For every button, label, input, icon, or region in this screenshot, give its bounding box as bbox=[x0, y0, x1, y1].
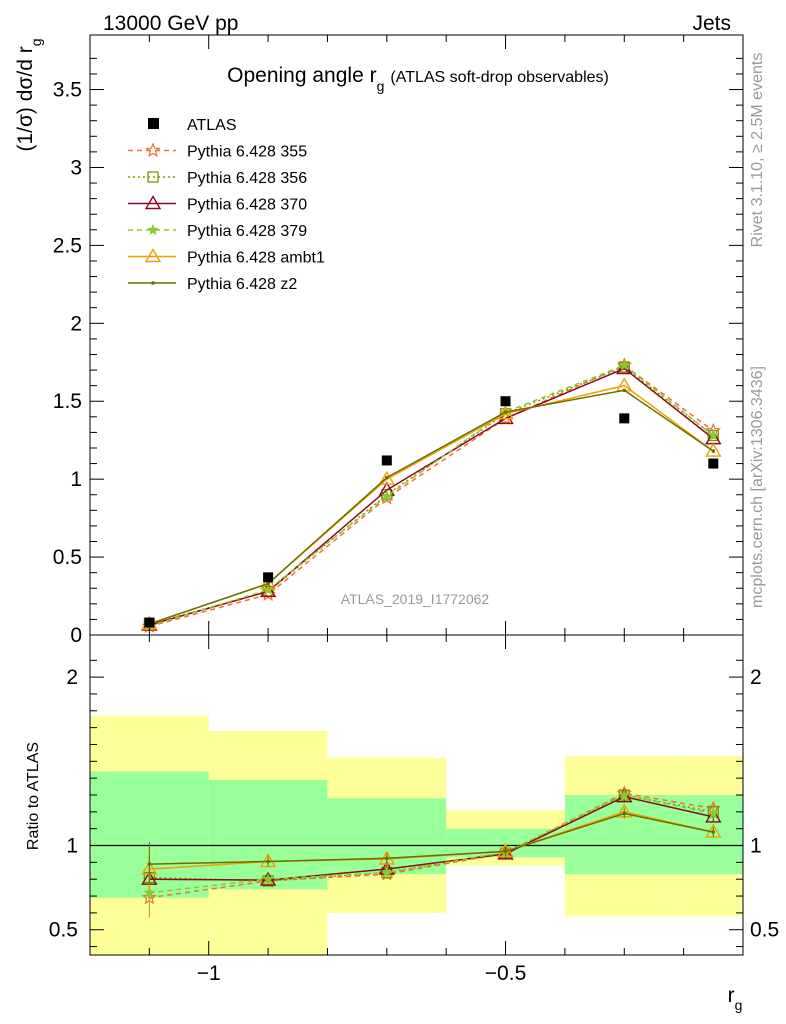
legend-label: Pythia 6.428 355 bbox=[187, 144, 307, 161]
legend-entry: Pythia 6.428 356 bbox=[128, 170, 307, 187]
main-series-marker bbox=[380, 490, 393, 502]
ratio-series-line bbox=[149, 795, 714, 881]
legend-entry: Pythia 6.428 370 bbox=[128, 195, 307, 214]
y-tick-label: 2 bbox=[70, 312, 82, 335]
ratio-y-axis-label: Ratio to ATLAS bbox=[25, 742, 42, 850]
ratio-series-line bbox=[149, 794, 714, 894]
ratio-series-marker bbox=[707, 807, 720, 819]
y-tick-label: 2.5 bbox=[53, 234, 82, 257]
legend-marker bbox=[147, 171, 159, 183]
legend-marker bbox=[145, 142, 161, 158]
legend-label: Pythia 6.428 ambt1 bbox=[187, 250, 325, 267]
x-tick-label: −1 bbox=[197, 962, 221, 985]
ratio-series-marker bbox=[503, 849, 508, 854]
legend-marker bbox=[144, 248, 162, 263]
legend-label: Pythia 6.428 370 bbox=[187, 197, 307, 214]
chart-title: Opening angle rg (ATLAS soft-drop observa… bbox=[227, 64, 609, 94]
main-series-marker bbox=[385, 475, 389, 480]
y-tick-label: 1 bbox=[70, 468, 82, 491]
ratio-y-tick-label-right: 2 bbox=[750, 666, 762, 689]
y-tick-label: 0 bbox=[70, 624, 82, 647]
atlas-data-point bbox=[708, 458, 719, 469]
header-left: 13000 GeV pp bbox=[103, 12, 238, 35]
ratio-y-tick-label-right: 0.5 bbox=[750, 919, 779, 942]
legend-label: ATLAS bbox=[187, 117, 237, 134]
y-tick-label: 0.5 bbox=[53, 546, 82, 569]
ratio-series-line bbox=[149, 792, 714, 899]
y-axis-label: (1/σ) dσ/d rg bbox=[14, 38, 44, 151]
legend-entry: ATLAS bbox=[148, 117, 237, 134]
main-series-line bbox=[149, 389, 714, 625]
main-series-marker bbox=[503, 410, 508, 414]
legend-entry: Pythia 6.428 355 bbox=[128, 142, 307, 161]
rivet-version-label: Rivet 3.1.10, ≥ 2.5M events bbox=[749, 53, 766, 248]
ratio-y-tick-label-left: 1 bbox=[66, 835, 78, 858]
y-tick-label: 3 bbox=[70, 156, 82, 179]
main-series-line bbox=[149, 364, 714, 628]
ratio-series-marker bbox=[616, 788, 633, 803]
ratio-inner-band bbox=[208, 779, 328, 890]
legend: ATLAS Pythia 6.428 355 Pythia 6.428 356 Pyt… bbox=[128, 117, 325, 293]
atlas-data-point bbox=[263, 572, 274, 583]
ratio-series-marker bbox=[618, 788, 631, 800]
main-plot-background bbox=[90, 35, 743, 635]
y-tick-label: 1.5 bbox=[53, 390, 82, 413]
legend-label: Pythia 6.428 356 bbox=[187, 170, 307, 187]
main-series-marker bbox=[622, 388, 627, 393]
ratio-series-marker bbox=[622, 811, 627, 816]
main-series-marker bbox=[259, 575, 277, 590]
ratio-series-marker bbox=[147, 862, 152, 866]
ratio-series-marker bbox=[143, 886, 156, 898]
main-series-marker bbox=[266, 581, 270, 586]
ratio-series-marker bbox=[381, 866, 393, 878]
legend-marker bbox=[147, 223, 159, 235]
legend-marker bbox=[148, 118, 159, 129]
legend-marker bbox=[151, 281, 155, 285]
main-series-marker bbox=[618, 359, 631, 371]
legend-label: Pythia 6.428 z2 bbox=[187, 276, 297, 293]
ratio-series-marker bbox=[705, 808, 722, 823]
atlas-data-point bbox=[381, 455, 392, 466]
axes-layer: −1 −0.5 0 0.5 1 1.5 2 2.5 3 3.5 0.5 0.5 1 1 2 2 bbox=[49, 34, 779, 985]
ratio-series-marker bbox=[711, 830, 716, 834]
ratio-series-marker bbox=[266, 859, 270, 864]
main-series-layer bbox=[141, 357, 722, 633]
main-series-marker bbox=[711, 449, 716, 453]
main-series-marker bbox=[705, 442, 722, 457]
main-series-line bbox=[149, 366, 714, 625]
ratio-series-marker bbox=[262, 873, 274, 885]
main-series-marker bbox=[707, 429, 720, 441]
main-plot-area bbox=[90, 35, 743, 635]
ratio-y-tick-label-left: 2 bbox=[66, 666, 78, 689]
ratio-y-tick-label-right: 1 bbox=[750, 835, 762, 858]
main-series-marker bbox=[497, 409, 514, 425]
atlas-data-layer bbox=[144, 396, 719, 628]
x-axis-label: rg bbox=[728, 984, 743, 1013]
main-series-marker bbox=[378, 470, 396, 485]
legend-entry: Pythia 6.428 ambt1 bbox=[128, 248, 325, 267]
atlas-data-point bbox=[144, 617, 155, 628]
atlas-data-point bbox=[619, 413, 630, 424]
main-series-marker bbox=[497, 405, 514, 420]
legend-marker bbox=[144, 195, 162, 210]
y-tick-label: 3.5 bbox=[53, 79, 82, 102]
header-right: Jets bbox=[692, 12, 731, 35]
ratio-series-layer bbox=[141, 785, 722, 918]
ratio-series-marker bbox=[385, 856, 389, 860]
ratio-series-line bbox=[149, 812, 714, 865]
legend-label: Pythia 6.428 379 bbox=[187, 223, 307, 240]
main-series-5 bbox=[147, 388, 716, 626]
legend-entry: Pythia 6.428 z2 bbox=[128, 276, 297, 293]
main-series-line bbox=[149, 364, 714, 627]
ratio-y-tick-label-left: 0.5 bbox=[49, 919, 78, 942]
mcplots-label: mcplots.cern.ch [arXiv:1306.3436] bbox=[749, 366, 766, 608]
main-series-line bbox=[149, 367, 714, 626]
ratio-series-5 bbox=[147, 808, 716, 885]
analysis-id: ATLAS_2019_I1772062 bbox=[341, 591, 490, 607]
legend-entry: Pythia 6.428 379 bbox=[128, 223, 307, 240]
atlas-data-point bbox=[500, 396, 511, 407]
x-tick-label: −0.5 bbox=[485, 962, 526, 985]
